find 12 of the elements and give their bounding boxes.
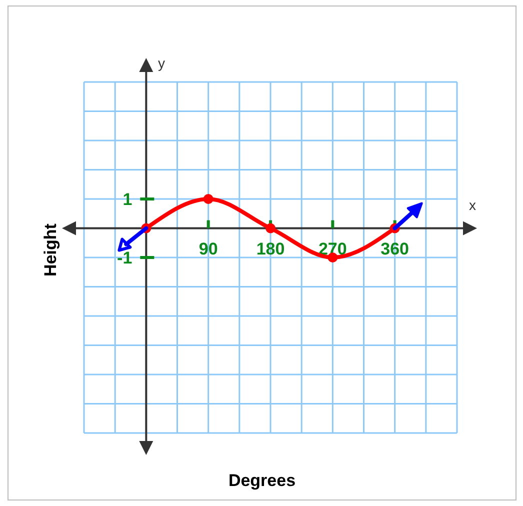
x-axis-title: Degrees <box>228 471 296 490</box>
x-tick-label: 360 <box>380 239 410 258</box>
y-axis-title: Height <box>41 223 60 276</box>
point <box>266 223 276 234</box>
y-tick-label: -1 <box>117 248 132 268</box>
x-tick-label: 90 <box>198 239 218 258</box>
point <box>203 194 214 204</box>
text: x <box>469 197 476 213</box>
y-tick-label: 1 <box>122 190 132 209</box>
text: y <box>158 55 165 71</box>
x-tick-label: 180 <box>256 239 285 258</box>
x-tick-label: 270 <box>318 239 347 258</box>
